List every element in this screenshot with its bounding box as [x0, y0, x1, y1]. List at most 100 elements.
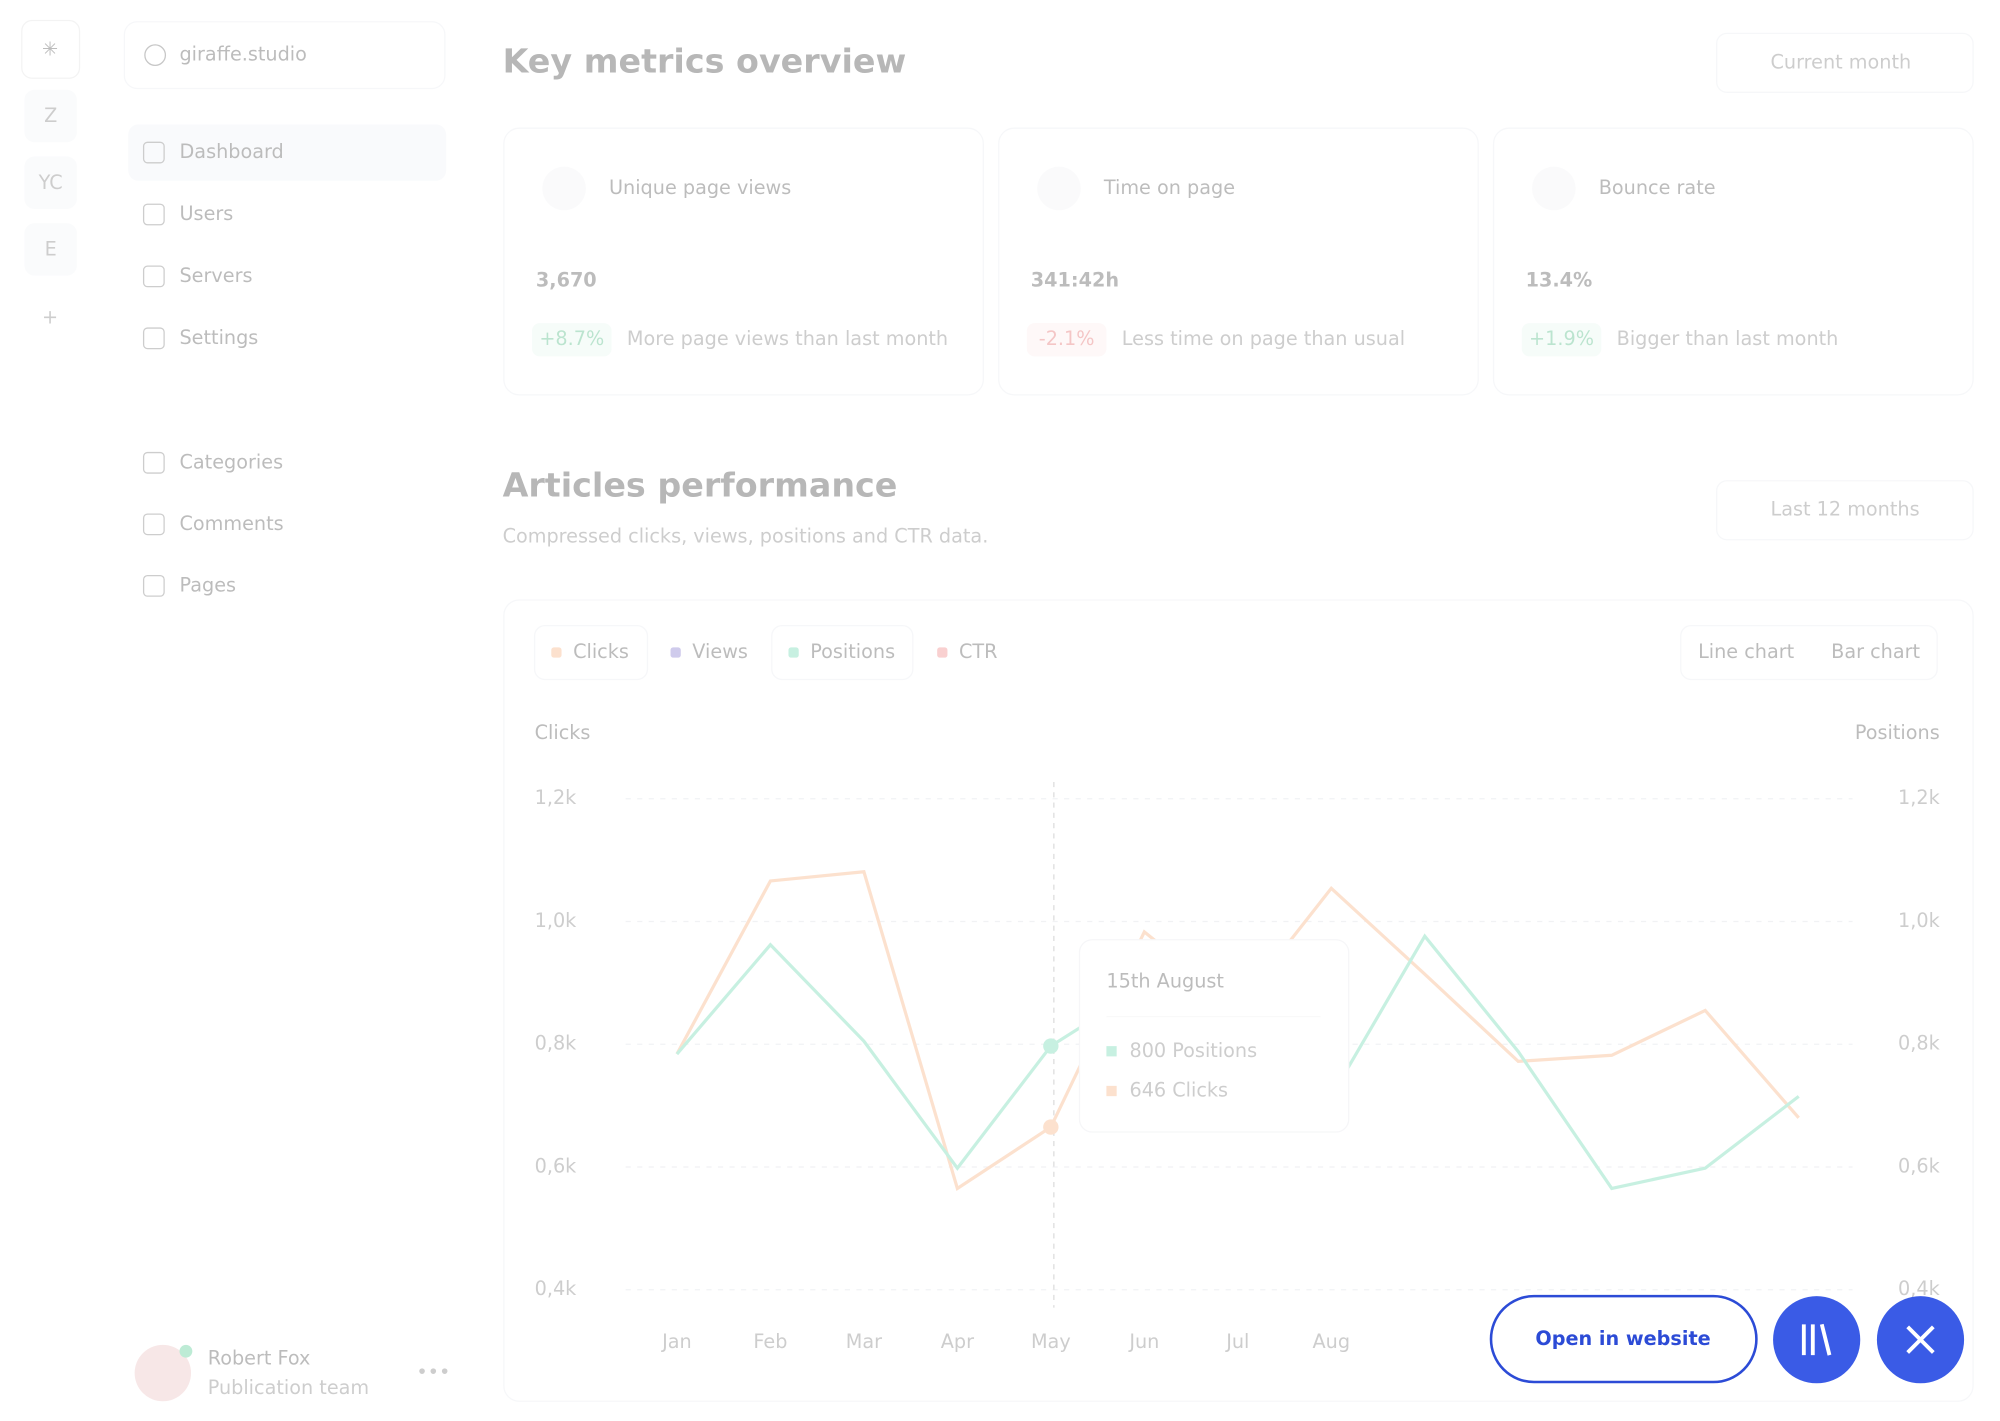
page-title: Key metrics overview [503, 41, 907, 80]
metric-note: Less time on page than usual [1122, 327, 1405, 350]
open-button-label: Open in website [1535, 1327, 1710, 1350]
workspace-label: E [45, 237, 57, 260]
nav-item[interactable]: Categories [180, 450, 284, 473]
add-workspace: + [42, 305, 58, 328]
nav-icon [142, 451, 165, 474]
nav-item[interactable]: Comments [180, 512, 284, 535]
x-tick-label: Aug [1313, 1330, 1351, 1353]
legend-label[interactable]: Views [692, 640, 748, 663]
legend-swatch [670, 647, 681, 658]
legend-swatch [937, 647, 948, 658]
x-tick-label: Feb [753, 1330, 787, 1353]
nav-item[interactable]: Settings [180, 326, 259, 349]
metric-change: +1.9% [1529, 327, 1594, 350]
background-page: ✳ giraffe.studio Key metrics overview Cu… [21, 19, 1974, 1402]
tooltip-swatch [1106, 1046, 1117, 1057]
section-title: Articles performance [503, 466, 898, 505]
metric-label: Time on page [1103, 176, 1235, 199]
hover-point [1043, 1038, 1059, 1054]
close-icon [1906, 1325, 1935, 1354]
metric-label: Bounce rate [1599, 176, 1716, 199]
legend-chip [771, 624, 914, 681]
workspace-button[interactable] [24, 89, 77, 143]
change-badge [1026, 323, 1107, 357]
y-tick-label: 0,4k [535, 1277, 578, 1300]
metric-note: Bigger than last month [1617, 327, 1839, 350]
metric-value: 3,670 [536, 268, 597, 291]
series-line [675, 870, 1800, 1191]
y-tick-label: 0,6k [535, 1154, 578, 1177]
online-dot [179, 1344, 193, 1358]
x-tick-label: Jul [1225, 1330, 1249, 1353]
y-tick-label: 1,0k [535, 909, 578, 932]
x-tick-label: Mar [846, 1330, 882, 1353]
nav-icon [142, 141, 165, 164]
y2-tick-label: 0,4k [1898, 1277, 1941, 1300]
logo [21, 19, 81, 79]
workspace-select [123, 21, 446, 90]
workspace-button[interactable] [24, 223, 77, 276]
metric-icon [542, 166, 586, 211]
workspace-label: Z [44, 104, 57, 127]
y-tick-label: 0,8k [535, 1032, 578, 1055]
metric-card [503, 127, 984, 396]
metric-card [1492, 127, 1974, 396]
library-button[interactable] [1773, 1296, 1861, 1384]
y2-axis-title: Positions [1855, 721, 1940, 744]
metric-card [998, 127, 1479, 396]
view-option: Line chart [1698, 640, 1795, 663]
y-axis-title: Clicks [535, 721, 591, 744]
tooltip [1078, 939, 1350, 1133]
nav-icon [142, 513, 165, 536]
nav-item[interactable]: Dashboard [180, 140, 284, 163]
x-tick-label: Jan [661, 1330, 692, 1353]
legend-label[interactable]: Clicks [573, 640, 629, 663]
nav-icon [142, 265, 165, 288]
x-tick-label: Apr [941, 1330, 974, 1353]
metric-value: 341:42h [1031, 268, 1119, 291]
legend-chip [533, 624, 649, 681]
period-select [1716, 480, 1974, 541]
nav-item[interactable]: Servers [180, 264, 253, 287]
user-menu: ••• [416, 1361, 450, 1384]
y2-tick-label: 0,6k [1898, 1154, 1941, 1177]
tooltip-item: 800 Positions [1129, 1039, 1257, 1062]
nav-icon [142, 327, 165, 350]
nav-active [128, 124, 447, 181]
tooltip-swatch [1106, 1085, 1117, 1097]
workspace-label: YC [38, 171, 63, 194]
nav-icon [142, 574, 165, 597]
open-button[interactable] [1489, 1294, 1758, 1384]
legend-label[interactable]: Positions [810, 640, 895, 663]
globe-icon [144, 44, 167, 67]
period-select [1716, 32, 1974, 93]
view-toggle [1680, 624, 1938, 681]
legend-swatch [788, 647, 799, 658]
metric-value: 13.4% [1526, 268, 1593, 291]
chart-card [503, 599, 1974, 1402]
change-badge [532, 323, 612, 357]
period: Current month [1770, 50, 1911, 73]
nav-item[interactable]: Users [180, 202, 234, 225]
tooltip-item: 646 Clicks [1129, 1079, 1228, 1102]
metric-change: -2.1% [1039, 327, 1095, 350]
section-subtitle: Compressed clicks, views, positions and … [503, 525, 989, 548]
legend-swatch [551, 647, 562, 658]
metric-label: Unique page views [609, 176, 791, 199]
change-badge [1521, 323, 1602, 357]
logo-icon: ✳ [42, 37, 58, 60]
y2-tick-label: 1,2k [1898, 786, 1941, 809]
legend-label[interactable]: CTR [959, 640, 998, 663]
view-option: Bar chart [1831, 640, 1920, 663]
library-icon [1801, 1323, 1832, 1356]
avatar [134, 1344, 192, 1402]
y2-tick-label: 1,0k [1898, 909, 1941, 932]
nav-item[interactable]: Pages [180, 573, 237, 596]
hover-point [1043, 1119, 1059, 1135]
metric-icon [1532, 166, 1576, 211]
workspace-button[interactable] [24, 156, 77, 209]
metric-change: +8.7% [539, 327, 604, 350]
metric-note: More page views than last month [627, 327, 948, 350]
y-tick-label: 1,2k [535, 786, 578, 809]
